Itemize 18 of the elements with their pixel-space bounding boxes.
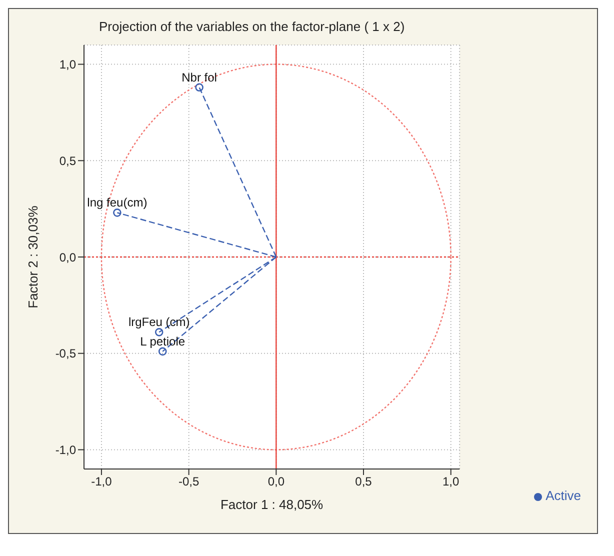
- x-axis-title: Factor 1 : 48,05%: [220, 497, 324, 512]
- x-tick-label: 0,5: [355, 474, 372, 489]
- chart-title: Projection of the variables on the factor-plane ( 1 x 2): [98, 19, 406, 34]
- annotation: L petiole: [140, 334, 186, 348]
- annotation: Nbr fol: [182, 70, 217, 84]
- y-tick-label: -1,0: [55, 442, 76, 457]
- x-tick-label: 0,0: [268, 474, 285, 489]
- y-tick-label: -0,5: [55, 346, 76, 361]
- annotation: lng feu(cm): [87, 196, 148, 210]
- x-tick-label: 1,0: [442, 474, 460, 489]
- x-tick-label: -0,5: [178, 474, 200, 489]
- legend-label: Active: [546, 488, 581, 503]
- y-axis-title: Factor 2 : 30,03%: [26, 205, 41, 308]
- y-tick-label: 0,0: [59, 250, 76, 264]
- y-tick-label: 1,0: [59, 58, 76, 72]
- x-tick-label: -1,0: [91, 474, 112, 489]
- annotation: lrgFeu (cm): [128, 315, 190, 330]
- y-tick-label: 0,5: [59, 154, 76, 168]
